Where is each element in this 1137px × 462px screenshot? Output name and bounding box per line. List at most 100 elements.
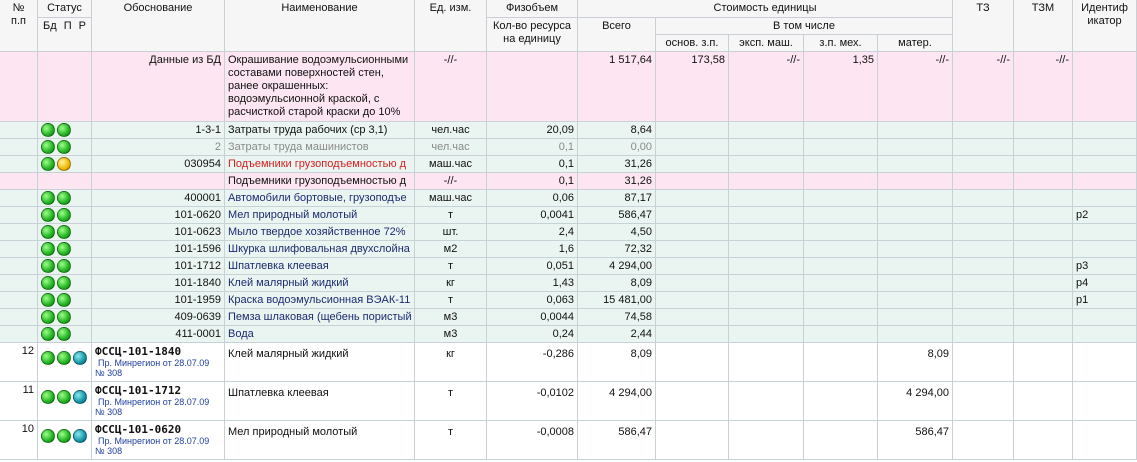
total-text: 2,44: [630, 328, 652, 340]
status-light: [41, 429, 55, 443]
cell-name: Клей малярный жидкий: [225, 343, 415, 382]
total-text: 31,26: [624, 175, 652, 187]
cell-code: 030954: [92, 156, 225, 173]
header-tzm: ТЗМ: [1014, 0, 1073, 52]
cell-unit: маш.час: [415, 156, 487, 173]
qty-text: 0,051: [546, 260, 574, 272]
header-qty: Кол-во ресурса на единицу: [487, 18, 578, 52]
cell-code: 101-1959: [92, 292, 225, 309]
cell-wage: [656, 173, 729, 190]
cell-qty: 1,43: [487, 275, 578, 292]
cell-tzm: [1014, 241, 1073, 258]
cell-mater: [878, 207, 953, 224]
cell-wage: [656, 241, 729, 258]
cell-status: [38, 173, 92, 190]
cell-mechwage: [804, 343, 878, 382]
cell-qty: 0,1: [487, 173, 578, 190]
total-text: 72,32: [624, 243, 652, 255]
cell-status: [38, 258, 92, 275]
cell-qty: 0,0044: [487, 309, 578, 326]
cell-status: [38, 421, 92, 460]
name-text: Подъемники грузоподъемностью д: [228, 158, 407, 170]
cell-name: Подъемники грузоподъемностью д: [225, 156, 415, 173]
name-text: Мел природный молотый: [228, 209, 358, 221]
cell-qty: 1,6: [487, 241, 578, 258]
cell-ident: [1073, 343, 1137, 382]
cell-ident: [1073, 173, 1137, 190]
cell-ident: p3: [1073, 258, 1137, 275]
header-volume: Физобъем: [487, 0, 578, 18]
qty-text: 1,43: [552, 277, 574, 289]
code-text: Данные из БД: [149, 54, 221, 66]
cell-num: [0, 224, 38, 241]
cell-mater: -//-: [878, 52, 953, 122]
cell-ident: p4: [1073, 275, 1137, 292]
status-light: [41, 390, 55, 404]
status-light: [57, 351, 71, 365]
cell-ident: [1073, 382, 1137, 421]
cell-status: [38, 309, 92, 326]
ident-text: p2: [1076, 209, 1089, 221]
cell-mechwage: [804, 275, 878, 292]
status-light: [57, 327, 71, 341]
status-light: [41, 327, 55, 341]
qty-text: 0,0044: [540, 311, 574, 323]
cell-mechwage: [804, 207, 878, 224]
header-text: п.п: [11, 15, 26, 27]
cell-name: Подъемники грузоподъемностью д: [225, 173, 415, 190]
total-text: 15 481,00: [603, 294, 652, 306]
cell-total: 74,58: [578, 309, 656, 326]
cell-num: 10: [0, 421, 38, 460]
cell-wage: [656, 190, 729, 207]
cell-code: 409-0639: [92, 309, 225, 326]
cell-code: 101-0620: [92, 207, 225, 224]
cell-tzm: [1014, 309, 1073, 326]
cell-tzm: [1014, 207, 1073, 224]
cell-name: Шкурка шлифовальная двухслойна: [225, 241, 415, 258]
cell-num: [0, 326, 38, 343]
cell-name: Шпатлевка клеевая: [225, 258, 415, 275]
name-text: Вода: [228, 328, 254, 340]
cell-mach: -//-: [729, 52, 804, 122]
name-text: Мыло твердое хозяйственное 72%: [228, 226, 406, 238]
cell-unit: кг: [415, 343, 487, 382]
cell-code: 1-3-1: [92, 122, 225, 139]
mach-text: -//-: [786, 54, 800, 66]
cell-wage: [656, 309, 729, 326]
total-text: 4,50: [630, 226, 652, 238]
cell-mater: [878, 292, 953, 309]
cell-tzm: [1014, 343, 1073, 382]
cell-total: 31,26: [578, 156, 656, 173]
status-light: [41, 123, 55, 137]
cell-code: Данные из БД: [92, 52, 225, 122]
cell-qty: 0,063: [487, 292, 578, 309]
cell-status: [38, 241, 92, 258]
ident-text: p1: [1076, 294, 1089, 306]
code-note: Пр. Минрегион от 28.07.09: [98, 436, 210, 446]
name-text: Подъемники грузоподъемностью д: [228, 175, 407, 187]
tzm-text: -//-: [1055, 54, 1069, 66]
cell-num: [0, 309, 38, 326]
cell-qty: 0,0041: [487, 207, 578, 224]
cell-wage: [656, 122, 729, 139]
tz-text: -//-: [996, 54, 1010, 66]
cell-mach: [729, 326, 804, 343]
qty-text: 1,6: [558, 243, 574, 255]
cell-mechwage: [804, 421, 878, 460]
mater-text: 4 294,00: [906, 387, 949, 399]
cell-tzm: [1014, 122, 1073, 139]
cell-total: 586,47: [578, 207, 656, 224]
cell-mater: 8,09: [878, 343, 953, 382]
cell-mechwage: [804, 190, 878, 207]
cell-qty: 0,051: [487, 258, 578, 275]
header-tz: ТЗ: [953, 0, 1014, 52]
cell-mechwage: [804, 326, 878, 343]
cell-ident: [1073, 326, 1137, 343]
cell-mater: [878, 156, 953, 173]
cell-tzm: [1014, 224, 1073, 241]
cell-wage: [656, 326, 729, 343]
status-light: [41, 293, 55, 307]
cell-mater: [878, 173, 953, 190]
cell-wage: [656, 139, 729, 156]
cell-name: Шпатлевка клеевая: [225, 382, 415, 421]
